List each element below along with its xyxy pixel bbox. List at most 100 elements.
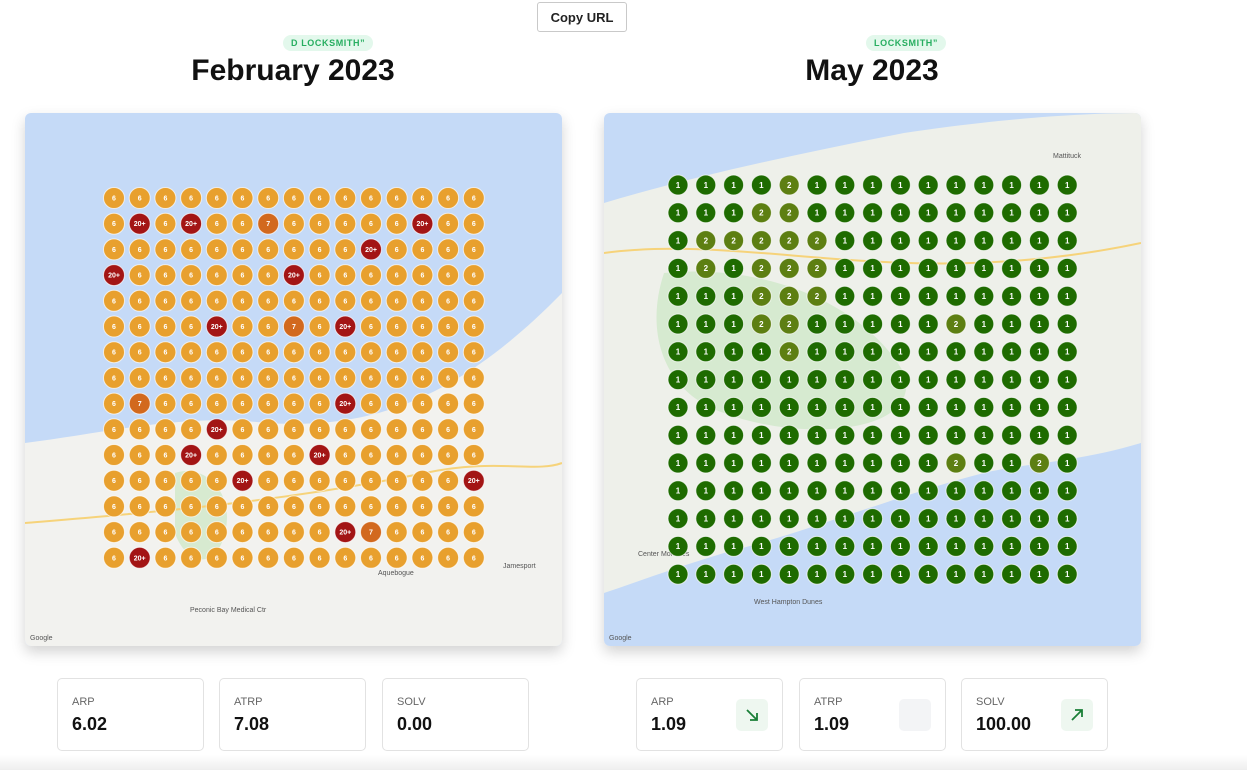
rank-dot [462, 469, 485, 492]
rank-dot [257, 469, 280, 492]
stat-label: ARP [72, 696, 95, 708]
rank-label: 6 [112, 298, 116, 305]
rank-label: 6 [138, 504, 142, 511]
rank-label: 1 [1009, 459, 1014, 468]
stat-card: SOLV 100.00 [961, 678, 1108, 751]
rank-label: 6 [446, 195, 450, 202]
rank-label: 6 [292, 375, 296, 382]
rank-dot [103, 469, 125, 492]
rank-dot [334, 315, 357, 338]
rank-dot [360, 315, 382, 338]
rank-label: 6 [215, 247, 219, 254]
rank-label: 2 [704, 236, 709, 245]
rank-label: 1 [926, 320, 931, 329]
rank-label: 1 [1037, 514, 1042, 523]
rank-label: 1 [843, 348, 848, 357]
rank-label: 1 [787, 570, 792, 579]
rank-dot [437, 264, 460, 287]
rank-dot [806, 369, 828, 391]
rank-label: 6 [241, 195, 245, 202]
rank-label: 6 [472, 247, 476, 254]
rank-label: 6 [395, 221, 399, 228]
rank-label: 20+ [134, 555, 146, 562]
rank-label: 6 [446, 452, 450, 459]
rank-dot [778, 341, 800, 363]
rank-label: 1 [1065, 570, 1070, 579]
rank-dot [360, 238, 382, 261]
rank-dot [945, 424, 967, 446]
trend-icon [736, 699, 768, 731]
rank-dot [103, 264, 125, 287]
rank-label: 6 [343, 350, 347, 357]
rank-label: 2 [787, 236, 792, 245]
stat-value: 0.00 [397, 714, 433, 734]
rank-dot [1001, 341, 1023, 363]
rank-dot [778, 285, 800, 307]
rank-label: 6 [318, 324, 322, 331]
rank-dot [231, 212, 254, 235]
rank-dot [723, 230, 745, 252]
rank-dot [917, 508, 939, 530]
rank-label: 20+ [108, 273, 120, 280]
rank-dot [945, 452, 967, 474]
rank-label: 6 [163, 452, 167, 459]
copy-url-button[interactable]: Copy URL [537, 2, 627, 32]
rank-dot [695, 452, 717, 474]
rank-label: 6 [215, 273, 219, 280]
rank-label: 1 [676, 209, 681, 218]
rank-label: 1 [731, 375, 736, 384]
rank-dot [334, 418, 357, 441]
rank-label: 2 [759, 236, 764, 245]
rank-dot [154, 444, 177, 466]
rank-dot [257, 238, 280, 261]
trend-icon [899, 699, 931, 731]
rank-dot [205, 289, 228, 312]
rank-dot [205, 264, 228, 287]
rank-label: 1 [815, 209, 820, 218]
rank-label: 7 [266, 221, 270, 228]
rank-label: 6 [163, 221, 167, 228]
rank-dot [385, 366, 408, 389]
rank-dot [360, 366, 382, 389]
rank-label: 6 [112, 221, 116, 228]
rank-dot [437, 495, 460, 518]
rank-label: 6 [138, 273, 142, 280]
rank-dot [889, 285, 911, 307]
rank-dot [411, 444, 434, 466]
rank-label: 1 [843, 264, 848, 273]
rank-dot [695, 396, 717, 418]
rank-dot [282, 469, 305, 492]
rank-dot [778, 257, 800, 279]
rank-label: 6 [292, 452, 296, 459]
rank-dot [257, 495, 280, 518]
rank-label: 6 [369, 427, 373, 434]
rank-dot [205, 546, 228, 569]
rank-label: 1 [1009, 487, 1014, 496]
rank-dot [360, 521, 382, 544]
rank-label: 6 [343, 195, 347, 202]
rank-label: 2 [759, 320, 764, 329]
rank-label: 1 [1009, 236, 1014, 245]
rank-dot [973, 452, 995, 474]
rank-label: 1 [898, 403, 903, 412]
rank-label: 6 [343, 375, 347, 382]
rank-label: 1 [815, 570, 820, 579]
rank-dot [667, 452, 689, 474]
rank-dot [180, 238, 203, 261]
rank-dot [411, 366, 434, 389]
stat-card: ARP 1.09 [636, 678, 783, 751]
rank-dot [257, 444, 280, 466]
rank-label: 6 [343, 452, 347, 459]
rank-dot [437, 289, 460, 312]
rank-dot [973, 535, 995, 557]
rank-dot [1001, 452, 1023, 474]
rank-dot [862, 174, 884, 196]
rank-label: 1 [982, 236, 987, 245]
rank-dot [695, 508, 717, 530]
rank-label: 6 [343, 427, 347, 434]
rank-label: 6 [163, 427, 167, 434]
rank-label: 6 [163, 375, 167, 382]
rank-dot [667, 369, 689, 391]
rank-dot [1028, 257, 1050, 279]
rank-dot [334, 392, 357, 415]
